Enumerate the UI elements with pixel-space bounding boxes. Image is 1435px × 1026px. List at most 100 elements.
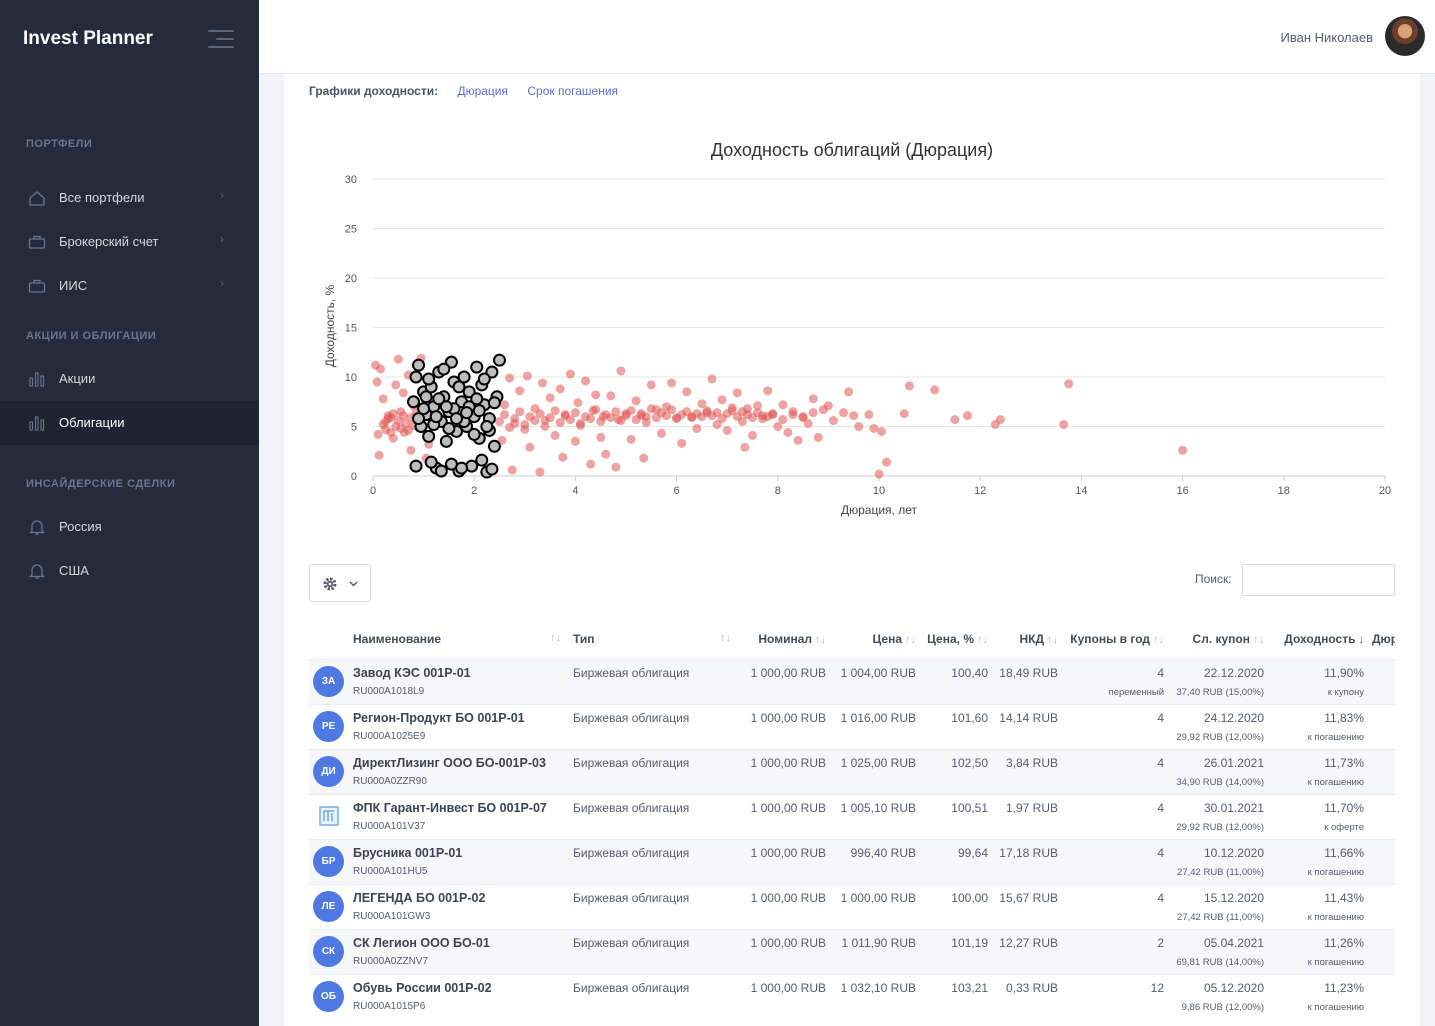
table-row[interactable]: БР Брусника 001Р-01 RU000A101HU5 Биржевая о… bbox=[309, 839, 1395, 884]
highlighted-bond-point[interactable] bbox=[437, 362, 451, 376]
bond-point[interactable] bbox=[616, 366, 626, 376]
col-header-coupons[interactable]: Купоны в год ↑↓ bbox=[1070, 631, 1164, 646]
bond-point[interactable] bbox=[778, 415, 788, 425]
highlighted-bond-point[interactable] bbox=[470, 360, 484, 374]
bond-point[interactable] bbox=[697, 412, 707, 422]
bond-point[interactable] bbox=[570, 408, 580, 418]
bond-point[interactable] bbox=[535, 467, 545, 477]
bond-point[interactable] bbox=[631, 415, 641, 425]
highlighted-bond-point[interactable] bbox=[412, 358, 426, 372]
bond-point[interactable] bbox=[398, 411, 408, 421]
sidebar-item[interactable]: ИИС › bbox=[0, 264, 259, 308]
col-header-nominal[interactable]: Номинал ↑↓ bbox=[758, 631, 826, 646]
highlighted-bond-point[interactable] bbox=[465, 459, 479, 473]
bond-point[interactable] bbox=[692, 423, 702, 433]
bond-point[interactable] bbox=[611, 462, 621, 472]
column-settings-button[interactable] bbox=[309, 564, 371, 602]
bond-point[interactable] bbox=[374, 450, 384, 460]
bond-point[interactable] bbox=[899, 409, 909, 419]
highlighted-bond-point[interactable] bbox=[422, 429, 436, 443]
table-row[interactable]: ЗА Завод КЭС 001Р-01 RU000A1018L9 Биржевая … bbox=[309, 659, 1395, 704]
highlighted-bond-point[interactable] bbox=[449, 412, 463, 426]
bond-point[interactable] bbox=[995, 415, 1005, 425]
bond-point[interactable] bbox=[545, 393, 555, 403]
highlighted-bond-point[interactable] bbox=[455, 461, 469, 475]
bond-name-link[interactable]: Регион-Продукт БО 001Р-01 bbox=[353, 710, 525, 725]
bond-point[interactable] bbox=[591, 390, 601, 400]
bond-point[interactable] bbox=[500, 410, 510, 420]
col-header-type[interactable]: Тип ↑↓ bbox=[573, 631, 731, 646]
bond-point[interactable] bbox=[555, 384, 565, 394]
bond-point[interactable] bbox=[712, 408, 722, 418]
bond-point[interactable] bbox=[535, 409, 545, 419]
bond-point[interactable] bbox=[378, 394, 388, 404]
col-header-price-pct[interactable]: Цена, % ↑↓ bbox=[927, 631, 988, 646]
bond-point[interactable] bbox=[545, 413, 555, 423]
bond-point[interactable] bbox=[520, 420, 530, 430]
bond-point[interactable] bbox=[515, 386, 525, 396]
highlighted-bond-point[interactable] bbox=[493, 353, 506, 367]
bond-point[interactable] bbox=[748, 430, 757, 440]
bond-name-link[interactable]: Завод КЭС 001Р-01 bbox=[353, 665, 471, 680]
search-input[interactable] bbox=[1242, 564, 1395, 596]
tab-maturity[interactable]: Срок погашения bbox=[527, 84, 619, 98]
highlighted-bond-point[interactable] bbox=[480, 420, 494, 433]
bond-point[interactable] bbox=[591, 405, 601, 415]
bond-point[interactable] bbox=[778, 400, 788, 410]
bond-point[interactable] bbox=[550, 406, 560, 416]
bond-point[interactable] bbox=[406, 445, 416, 455]
tab-duration[interactable]: Дюрация bbox=[457, 84, 509, 98]
bond-point[interactable] bbox=[768, 409, 778, 419]
sidebar-item[interactable]: Россия bbox=[0, 505, 259, 549]
col-header-next-coupon[interactable]: Сл. купон ↑↓ bbox=[1192, 631, 1264, 646]
bond-point[interactable] bbox=[808, 394, 818, 404]
bond-point[interactable] bbox=[530, 416, 540, 426]
menu-toggle-icon[interactable] bbox=[208, 30, 234, 48]
bond-point[interactable] bbox=[581, 376, 591, 386]
bond-point[interactable] bbox=[596, 417, 606, 427]
bond-point[interactable] bbox=[682, 407, 692, 417]
bond-name-link[interactable]: СК Легион ООО БО-01 bbox=[353, 935, 490, 950]
bond-point[interactable] bbox=[828, 416, 838, 426]
highlighted-bond-point[interactable] bbox=[439, 434, 453, 448]
bond-point[interactable] bbox=[565, 369, 575, 379]
bond-point[interactable] bbox=[844, 387, 854, 397]
highlighted-bond-point[interactable] bbox=[409, 370, 423, 384]
bond-point[interactable] bbox=[1178, 445, 1188, 455]
bond-point[interactable] bbox=[606, 391, 616, 401]
bond-point[interactable] bbox=[783, 427, 793, 437]
bond-point[interactable] bbox=[864, 410, 874, 420]
bond-point[interactable] bbox=[722, 425, 732, 435]
bond-point[interactable] bbox=[798, 413, 808, 423]
sidebar-item[interactable]: Брокерский счет › bbox=[0, 220, 259, 264]
bond-point[interactable] bbox=[525, 442, 535, 452]
bond-point[interactable] bbox=[570, 436, 580, 446]
bond-point[interactable] bbox=[732, 388, 742, 398]
bond-point[interactable] bbox=[538, 378, 548, 388]
bond-point[interactable] bbox=[500, 400, 510, 410]
bond-point[interactable] bbox=[656, 428, 666, 438]
bond-point[interactable] bbox=[376, 364, 386, 374]
bond-point[interactable] bbox=[631, 396, 641, 406]
table-row[interactable]: ОБ Обувь России 001Р-02 RU000A1015P6 Биржев… bbox=[309, 974, 1395, 1019]
bond-point[interactable] bbox=[682, 387, 692, 397]
bond-name-link[interactable]: Обувь России 001Р-02 bbox=[353, 980, 492, 995]
highlighted-bond-point[interactable] bbox=[472, 404, 486, 418]
bond-point[interactable] bbox=[661, 411, 671, 421]
bond-point[interactable] bbox=[565, 415, 575, 425]
bond-point[interactable] bbox=[611, 407, 621, 417]
bond-point[interactable] bbox=[882, 457, 892, 467]
bond-point[interactable] bbox=[667, 405, 677, 415]
bond-name-link[interactable]: ДиректЛизинг ООО БО-001Р-03 bbox=[353, 755, 546, 770]
bond-point[interactable] bbox=[495, 417, 504, 427]
bond-point[interactable] bbox=[601, 449, 611, 459]
bond-point[interactable] bbox=[505, 373, 515, 383]
table-row[interactable]: ЛЕ ЛЕГЕНДА БО 001Р-02 RU000A101GW3 Биржевая… bbox=[309, 884, 1395, 929]
bond-point[interactable] bbox=[963, 411, 973, 421]
col-header-name[interactable]: Наименование ↑↓ bbox=[353, 631, 561, 646]
brand-logo[interactable]: Invest Planner bbox=[23, 28, 153, 49]
bond-point[interactable] bbox=[510, 414, 520, 424]
bond-point[interactable] bbox=[586, 414, 596, 424]
col-header-yield[interactable]: Доходность ↓ bbox=[1284, 631, 1364, 646]
bond-point[interactable] bbox=[823, 401, 833, 411]
